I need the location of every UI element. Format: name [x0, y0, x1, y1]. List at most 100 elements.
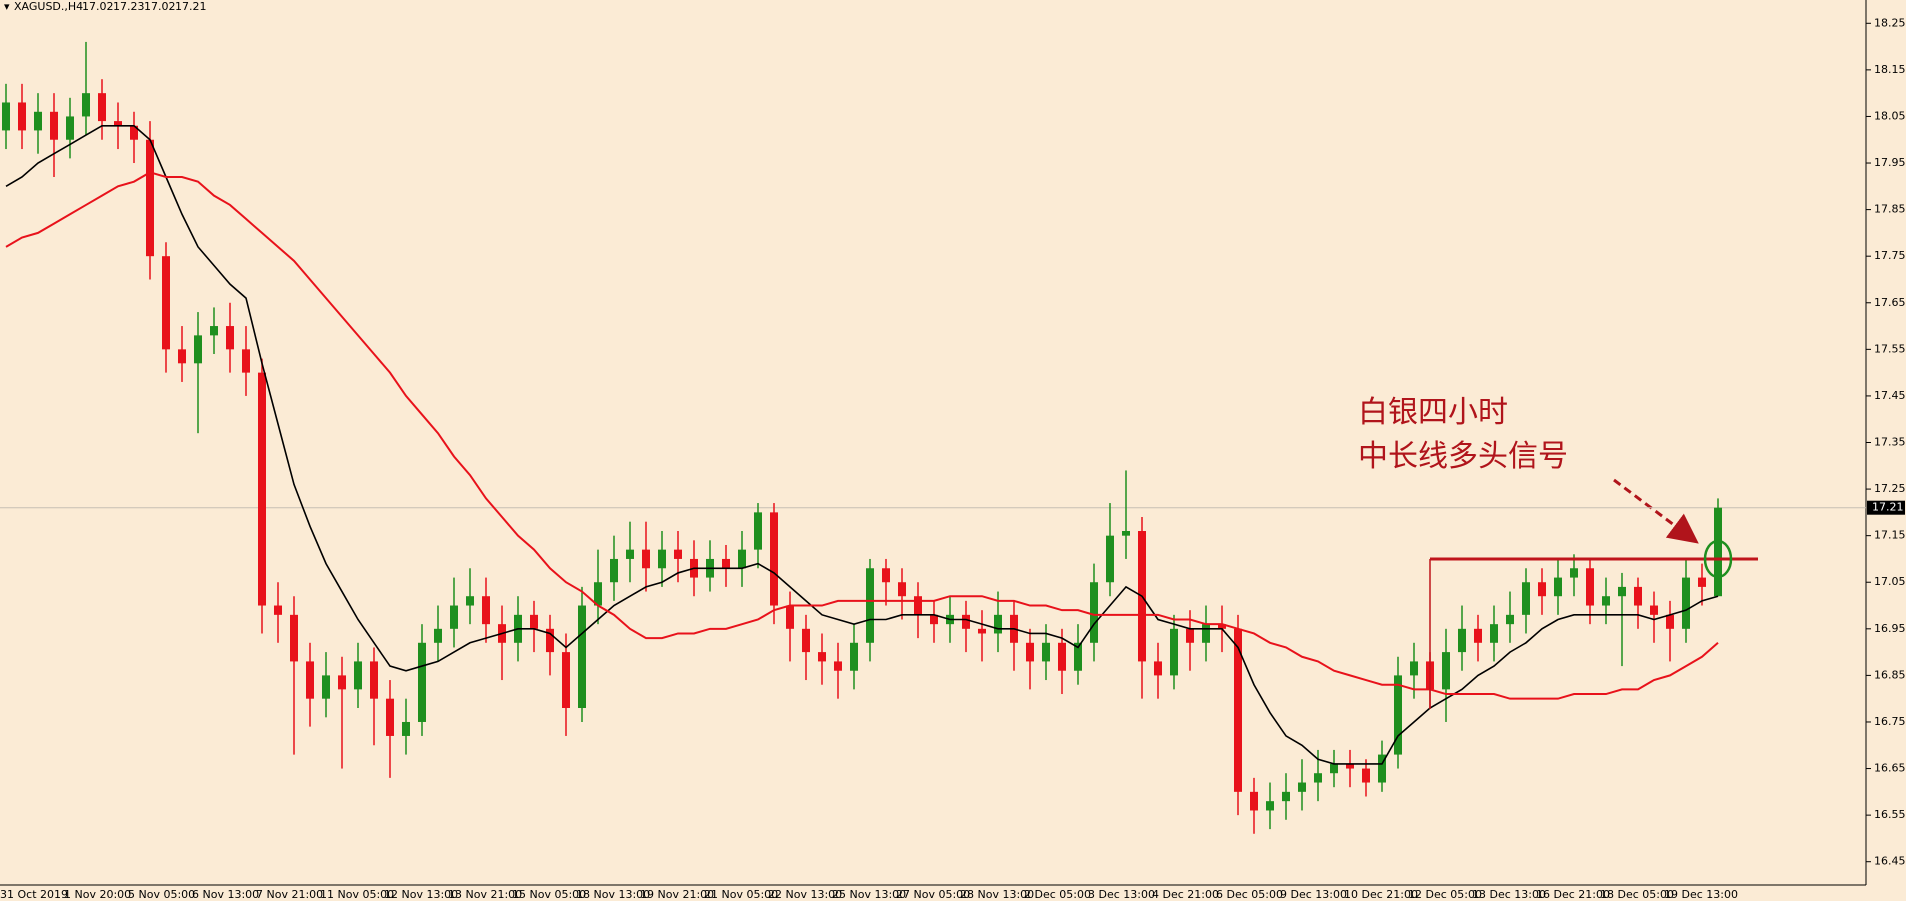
candle-body: [1026, 642, 1034, 662]
candle-body: [930, 614, 938, 625]
candle-body: [306, 661, 314, 699]
y-tick-label: 17.15: [1874, 529, 1906, 542]
y-tick-label: 18.15: [1874, 63, 1906, 76]
x-tick-label: 19 Dec 13:00: [1664, 888, 1738, 901]
x-tick-label: 6 Dec 05:00: [1216, 888, 1283, 901]
candle-body: [466, 596, 474, 606]
x-tick-label: 16 Dec 21:00: [1536, 888, 1610, 901]
candle-body: [594, 582, 602, 606]
candle-body: [1666, 614, 1674, 629]
candle-body: [802, 628, 810, 653]
candle-body: [1170, 628, 1178, 676]
candle-body: [1506, 614, 1514, 625]
candle-body: [210, 326, 218, 336]
candle-body: [1682, 577, 1690, 629]
y-tick-label: 17.95: [1874, 156, 1906, 169]
x-tick-label: 19 Nov 21:00: [640, 888, 714, 901]
candle-body: [258, 372, 266, 606]
candle-body: [1394, 675, 1402, 755]
candle-body: [1074, 642, 1082, 671]
x-tick-label: 31 Oct 2019: [0, 888, 68, 901]
candle-body: [274, 605, 282, 615]
candle-body: [546, 628, 554, 653]
candle-body: [738, 549, 746, 569]
candle-body: [1250, 791, 1258, 811]
candle-body: [1586, 568, 1594, 606]
candle-body: [1570, 568, 1578, 578]
x-tick-label: 22 Nov 13:00: [768, 888, 842, 901]
candle-body: [1218, 624, 1226, 629]
candle-body: [1474, 628, 1482, 643]
annotation-arrow: [1613, 478, 1699, 544]
candle-body: [1458, 628, 1466, 653]
candle-body: [402, 721, 410, 736]
x-tick-label: 2 Dec 05:00: [1024, 888, 1091, 901]
candle-body: [1202, 624, 1210, 643]
candle-body: [482, 596, 490, 625]
candle-body: [130, 125, 138, 140]
x-tick-label: 12 Dec 05:00: [1408, 888, 1482, 901]
candle-body: [1634, 586, 1642, 606]
x-tick-label: 13 Nov 21:00: [448, 888, 522, 901]
y-tick-label: 16.75: [1874, 715, 1906, 728]
y-tick-label: 17.85: [1874, 203, 1906, 216]
candle-body: [1122, 531, 1130, 536]
x-tick-label: 21 Nov 05:00: [704, 888, 778, 901]
candle-body: [1490, 624, 1498, 643]
y-tick-label: 17.65: [1874, 296, 1906, 309]
x-tick-label: 9 Dec 13:00: [1280, 888, 1347, 901]
candle-body: [1106, 535, 1114, 583]
x-tick-label: 27 Nov 05:00: [896, 888, 970, 901]
candle-body: [562, 652, 570, 708]
candle-body: [994, 614, 1002, 634]
x-tick-label: 3 Dec 13:00: [1088, 888, 1155, 901]
candle-body: [1602, 596, 1610, 606]
candle-body: [2, 102, 10, 131]
x-tick-label: 11 Nov 05:00: [320, 888, 394, 901]
candle-body: [642, 549, 650, 569]
symbol: XAGUSD.,H4: [14, 0, 83, 13]
y-tick-label: 16.65: [1874, 762, 1906, 775]
candle-body: [786, 605, 794, 629]
moving-average: [5, 171, 1719, 700]
ohlc-open: 17.02: [82, 0, 114, 13]
candle-body: [338, 675, 346, 690]
collapse-icon: ▾: [4, 0, 10, 13]
x-tick-label: 13 Dec 13:00: [1472, 888, 1546, 901]
candle-body: [626, 549, 634, 559]
x-tick-label: 18 Nov 13:00: [576, 888, 650, 901]
candle-body: [1058, 642, 1066, 671]
candle-body: [1714, 507, 1722, 597]
candle-body: [1442, 652, 1450, 690]
x-tick-label: 4 Dec 21:00: [1152, 888, 1219, 901]
candle-body: [834, 661, 842, 671]
price-label: 17.21: [1872, 501, 1904, 514]
candle-body: [418, 642, 426, 722]
candle-body: [962, 614, 970, 629]
candle-body: [370, 661, 378, 699]
candle-body: [450, 605, 458, 629]
candle-body: [658, 549, 666, 569]
candle-body: [98, 93, 106, 122]
candle-body: [162, 256, 170, 350]
candle-body: [1538, 582, 1546, 597]
candle-body: [82, 93, 90, 117]
candle-body: [1698, 577, 1706, 587]
annotation: 白银四小时: [1358, 395, 1508, 430]
candle-body: [674, 549, 682, 559]
candle-body: [322, 675, 330, 699]
candle-body: [882, 568, 890, 583]
candle-body: [66, 116, 74, 140]
candle-body: [578, 605, 586, 708]
candle-body: [1330, 763, 1338, 774]
candle-body: [1314, 773, 1322, 783]
y-tick-label: 18.05: [1874, 109, 1906, 122]
candle-body: [1154, 661, 1162, 676]
candle-body: [1554, 577, 1562, 597]
candle-body: [290, 614, 298, 662]
ohlc-high: 17.23: [113, 0, 145, 13]
price-label-box: [1867, 500, 1905, 515]
